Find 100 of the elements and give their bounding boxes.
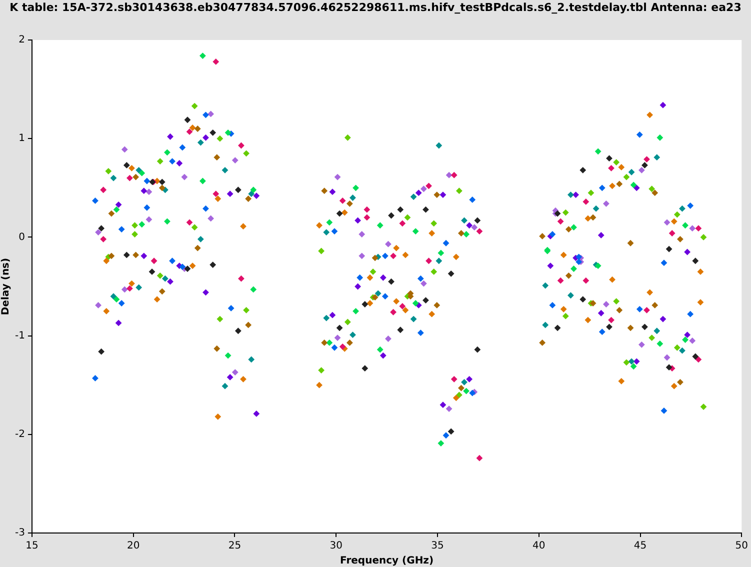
point (344, 134, 351, 141)
point (95, 229, 102, 236)
point (385, 336, 392, 342)
point (158, 178, 166, 186)
point (323, 229, 330, 236)
point (113, 296, 120, 303)
point (609, 276, 616, 283)
x-tick-label: 50 (735, 540, 748, 552)
point (245, 196, 252, 202)
point (652, 190, 658, 196)
point (584, 316, 592, 324)
point (692, 258, 699, 264)
point (140, 188, 148, 194)
point (399, 303, 406, 310)
x-tick-label: 45 (634, 540, 647, 552)
y-tick-label: -1 (14, 330, 25, 342)
point (118, 226, 125, 233)
point (358, 252, 366, 260)
point (214, 154, 220, 161)
point (474, 346, 481, 353)
point (226, 374, 234, 380)
point (123, 162, 130, 168)
point (226, 190, 234, 198)
point (162, 275, 168, 282)
point (202, 134, 209, 141)
point (638, 341, 645, 348)
point (402, 306, 409, 314)
point (103, 308, 110, 314)
point (582, 198, 590, 205)
x-tick-label: 40 (532, 540, 546, 552)
point (393, 244, 400, 252)
point (560, 252, 567, 258)
point (191, 102, 198, 110)
point (598, 232, 604, 238)
point (224, 129, 232, 136)
y-tick-label: 0 (18, 232, 25, 243)
point (568, 292, 574, 299)
point (654, 154, 660, 161)
point (549, 302, 556, 308)
point (336, 324, 343, 332)
point (245, 322, 252, 328)
point (154, 296, 160, 303)
point (417, 330, 424, 336)
point (664, 354, 670, 361)
point (243, 150, 250, 157)
point (132, 231, 138, 238)
point (329, 312, 336, 318)
point (243, 306, 250, 314)
point (590, 214, 596, 221)
point (234, 186, 242, 194)
point (646, 112, 653, 118)
point (660, 260, 668, 266)
point (156, 272, 164, 279)
point (98, 225, 105, 232)
point (679, 205, 686, 212)
point (222, 382, 228, 390)
point (98, 348, 105, 355)
point (202, 289, 209, 296)
point (344, 318, 351, 326)
point (316, 222, 322, 229)
point (399, 220, 406, 227)
point (197, 236, 204, 242)
point (186, 128, 193, 135)
chart-title: K table: 15A-372.sb30143638.eb30477834.57096.46252298611.ms.hifv_testBPdcals.s6_2.testdelay.tbl Antenna: ea23 (8, 0, 742, 16)
point (440, 192, 446, 198)
point (164, 149, 170, 156)
point (700, 404, 707, 410)
point (609, 182, 616, 190)
point (666, 246, 672, 252)
point (446, 406, 452, 412)
point (565, 272, 572, 279)
point (630, 363, 637, 370)
point (121, 146, 128, 153)
point (440, 402, 446, 408)
x-tick-label: 30 (330, 540, 342, 552)
point (113, 206, 120, 213)
y-tick-label: -2 (14, 428, 25, 440)
point (562, 209, 569, 216)
point (679, 347, 686, 354)
point (136, 284, 142, 291)
point (364, 206, 370, 213)
point (461, 217, 468, 224)
point (430, 268, 438, 275)
point (410, 194, 417, 200)
point (557, 218, 564, 225)
point (169, 258, 176, 264)
point (560, 306, 567, 312)
point (169, 158, 176, 164)
point (674, 211, 680, 218)
point (684, 248, 690, 256)
point (644, 156, 650, 163)
point (687, 310, 694, 318)
point (666, 364, 672, 371)
point (646, 289, 653, 296)
point (602, 301, 610, 308)
point (652, 302, 658, 308)
point (438, 440, 444, 446)
point (331, 344, 338, 351)
point (132, 222, 138, 229)
point (186, 219, 193, 226)
